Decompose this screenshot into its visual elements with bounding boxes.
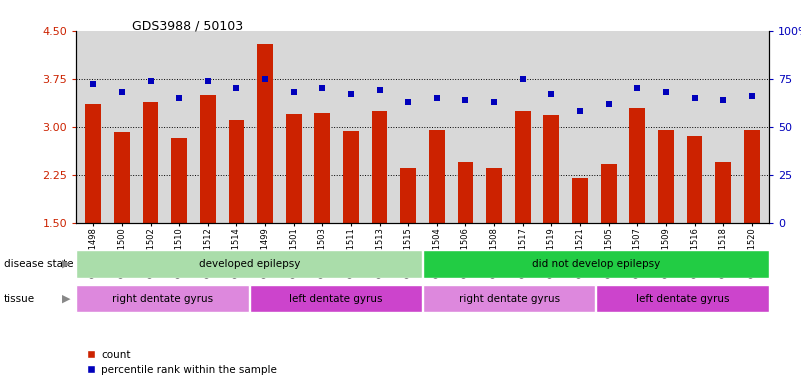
Point: [144, 78, 157, 84]
Bar: [686, 136, 702, 223]
Point: [201, 78, 214, 84]
Point: [631, 85, 644, 91]
Point: [602, 101, 615, 107]
Text: left dentate gyrus: left dentate gyrus: [636, 293, 729, 304]
Point: [545, 91, 557, 97]
Bar: [423, 250, 769, 278]
Text: did not develop epilepsy: did not develop epilepsy: [532, 259, 660, 269]
Point: [459, 97, 472, 103]
Bar: [744, 130, 759, 223]
Bar: [630, 108, 645, 223]
Legend: count, percentile rank within the sample: count, percentile rank within the sample: [86, 350, 277, 375]
Bar: [372, 111, 388, 223]
Text: right dentate gyrus: right dentate gyrus: [459, 293, 560, 304]
Point: [402, 99, 415, 105]
Bar: [515, 111, 530, 223]
Bar: [200, 95, 215, 223]
Bar: [715, 162, 731, 223]
Point: [87, 81, 99, 88]
Point: [373, 87, 386, 93]
Text: disease state: disease state: [4, 259, 74, 269]
Bar: [457, 162, 473, 223]
Point: [574, 108, 586, 114]
Point: [288, 89, 300, 95]
Point: [230, 85, 243, 91]
Point: [259, 76, 272, 82]
Bar: [423, 285, 595, 313]
Bar: [257, 43, 273, 223]
Bar: [596, 285, 769, 313]
Bar: [114, 132, 130, 223]
Text: left dentate gyrus: left dentate gyrus: [289, 293, 383, 304]
Point: [746, 93, 759, 99]
Point: [517, 76, 529, 82]
Text: ▶: ▶: [62, 294, 70, 304]
Bar: [315, 113, 330, 223]
Text: ▶: ▶: [62, 259, 70, 269]
Point: [488, 99, 501, 105]
Bar: [429, 130, 445, 223]
Text: tissue: tissue: [4, 294, 35, 304]
Text: right dentate gyrus: right dentate gyrus: [112, 293, 213, 304]
Bar: [601, 164, 617, 223]
Point: [316, 85, 328, 91]
Point: [344, 91, 357, 97]
Bar: [544, 115, 559, 223]
Bar: [143, 103, 159, 223]
Bar: [171, 138, 187, 223]
Point: [688, 95, 701, 101]
Text: developed epilepsy: developed epilepsy: [199, 259, 300, 269]
Point: [173, 95, 186, 101]
Text: GDS3988 / 50103: GDS3988 / 50103: [132, 19, 244, 32]
Bar: [400, 168, 416, 223]
Bar: [250, 285, 422, 313]
Point: [115, 89, 128, 95]
Point: [430, 95, 443, 101]
Bar: [486, 168, 502, 223]
Bar: [76, 250, 422, 278]
Point: [659, 89, 672, 95]
Bar: [343, 131, 359, 223]
Bar: [76, 285, 249, 313]
Bar: [658, 130, 674, 223]
Bar: [286, 114, 301, 223]
Bar: [228, 120, 244, 223]
Bar: [86, 104, 101, 223]
Bar: [572, 178, 588, 223]
Point: [717, 97, 730, 103]
